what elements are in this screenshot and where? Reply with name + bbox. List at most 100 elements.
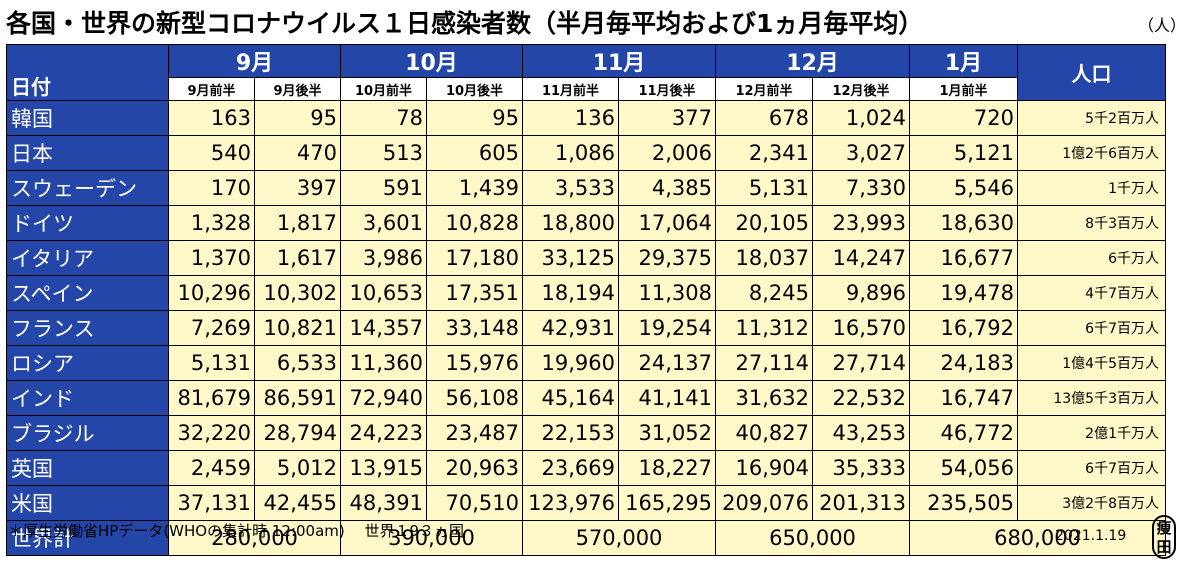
case-value: 2,459 <box>168 450 255 486</box>
case-value: 35,333 <box>812 450 910 486</box>
month-header: 12月 <box>715 44 910 78</box>
population-value: 1億4千5百万人 <box>1017 345 1166 381</box>
month-header: 1月 <box>909 44 1018 78</box>
case-value: 5,131 <box>168 345 255 381</box>
case-value: 20,105 <box>715 205 813 241</box>
case-value: 17,351 <box>426 275 523 311</box>
case-value: 397 <box>254 170 341 206</box>
half-month-header: 12月前半 <box>715 77 813 101</box>
case-value: 513 <box>340 135 427 171</box>
case-value: 11,308 <box>618 275 716 311</box>
case-value: 123,976 <box>522 485 619 521</box>
case-value: 6,533 <box>254 345 341 381</box>
case-value: 23,487 <box>426 415 523 451</box>
case-value: 1,370 <box>168 240 255 276</box>
case-value: 5,012 <box>254 450 341 486</box>
case-value: 14,357 <box>340 310 427 346</box>
case-value: 78 <box>340 100 427 136</box>
world-total-value: 680,000 <box>909 520 1166 556</box>
case-value: 18,037 <box>715 240 813 276</box>
case-value: 3,027 <box>812 135 910 171</box>
case-value: 9,896 <box>812 275 910 311</box>
case-value: 23,669 <box>522 450 619 486</box>
case-value: 33,148 <box>426 310 523 346</box>
table-body: 韓国 163 95 78 95 136 377 678 1,024 720 5千2百万人 日本 540 4… <box>6 100 1166 521</box>
case-value: 10,653 <box>340 275 427 311</box>
month-header: 11月 <box>522 44 716 78</box>
name-seal: 痩 田 <box>1152 515 1176 559</box>
case-value: 37,131 <box>168 485 255 521</box>
case-value: 7,269 <box>168 310 255 346</box>
case-value: 54,056 <box>909 450 1018 486</box>
case-value: 540 <box>168 135 255 171</box>
case-value: 20,963 <box>426 450 523 486</box>
case-value: 136 <box>522 100 619 136</box>
case-value: 3,533 <box>522 170 619 206</box>
case-value: 19,478 <box>909 275 1018 311</box>
table-row: インド 81,679 86,591 72,940 56,108 45,164 41,141 3… <box>6 380 1166 416</box>
case-value: 95 <box>426 100 523 136</box>
date-stamp: 2021.1.19 <box>1055 528 1127 544</box>
case-value: 42,455 <box>254 485 341 521</box>
population-value: 4千7百万人 <box>1017 275 1166 311</box>
case-value: 81,679 <box>168 380 255 416</box>
case-value: 10,828 <box>426 205 523 241</box>
case-value: 31,632 <box>715 380 813 416</box>
case-value: 15,976 <box>426 345 523 381</box>
case-value: 1,024 <box>812 100 910 136</box>
case-value: 72,940 <box>340 380 427 416</box>
country-label: 韓国 <box>6 100 169 136</box>
case-value: 32,220 <box>168 415 255 451</box>
case-value: 163 <box>168 100 255 136</box>
half-month-header-row: 9月前半 9月後半 10月前半 10月後半 11月前半 11月後半 12月前半 12月後半 1月… <box>7 77 1166 101</box>
half-month-header: 10月後半 <box>426 77 523 101</box>
case-value: 1,439 <box>426 170 523 206</box>
case-value: 1,817 <box>254 205 341 241</box>
case-value: 19,254 <box>618 310 716 346</box>
country-label: 英国 <box>6 450 169 486</box>
case-value: 27,714 <box>812 345 910 381</box>
seal-char: 痩 <box>1156 519 1172 537</box>
table-row: 英国 2,459 5,012 13,915 20,963 23,669 18,227 16,9… <box>6 450 1166 486</box>
month-header: 9月 <box>168 44 341 78</box>
population-value: 5千2百万人 <box>1017 100 1166 136</box>
case-value: 24,137 <box>618 345 716 381</box>
case-value: 18,227 <box>618 450 716 486</box>
case-value: 8,245 <box>715 275 813 311</box>
case-value: 16,904 <box>715 450 813 486</box>
infection-table: 日付 9月 10月 11月 12月 1月 人口 9月前半 9月後半 10月前半 10月… <box>6 44 1166 556</box>
case-value: 86,591 <box>254 380 341 416</box>
country-label: イタリア <box>6 240 169 276</box>
half-month-header: 9月前半 <box>168 77 255 101</box>
table-row: スペイン 10,296 10,302 10,653 17,351 18,194 11,308… <box>6 275 1166 311</box>
country-label: 日本 <box>6 135 169 171</box>
case-value: 42,931 <box>522 310 619 346</box>
half-month-header: 9月後半 <box>254 77 341 101</box>
population-value: 6千万人 <box>1017 240 1166 276</box>
case-value: 17,064 <box>618 205 716 241</box>
case-value: 235,505 <box>909 485 1018 521</box>
case-value: 5,121 <box>909 135 1018 171</box>
half-month-header: 1月前半 <box>909 77 1018 101</box>
table-row: ロシア 5,131 6,533 11,360 15,976 19,960 24,137 27,… <box>6 345 1166 381</box>
country-label: ブラジル <box>6 415 169 451</box>
case-value: 3,601 <box>340 205 427 241</box>
population-value: 2億1千万人 <box>1017 415 1166 451</box>
table-row: スウェーデン 170 397 591 1,439 3,533 4,385 5,131 7,330… <box>6 170 1166 206</box>
case-value: 70,510 <box>426 485 523 521</box>
case-value: 201,313 <box>812 485 910 521</box>
table-row: 韓国 163 95 78 95 136 377 678 1,024 720 5千2百万人 <box>6 100 1166 136</box>
case-value: 678 <box>715 100 813 136</box>
case-value: 18,630 <box>909 205 1018 241</box>
case-value: 48,391 <box>340 485 427 521</box>
unit-label: （人） <box>1137 16 1186 35</box>
case-value: 24,183 <box>909 345 1018 381</box>
case-value: 5,546 <box>909 170 1018 206</box>
footnote: ＊厚生労働省HPデータ(WHOの集計時 12:00am) 世界１9３ヵ国 <box>8 522 465 540</box>
table-row: ブラジル 32,220 28,794 24,223 23,487 22,153 31,052… <box>6 415 1166 451</box>
half-month-header: 11月後半 <box>618 77 716 101</box>
case-value: 720 <box>909 100 1018 136</box>
world-total-value: 650,000 <box>715 520 910 556</box>
case-value: 41,141 <box>618 380 716 416</box>
case-value: 470 <box>254 135 341 171</box>
